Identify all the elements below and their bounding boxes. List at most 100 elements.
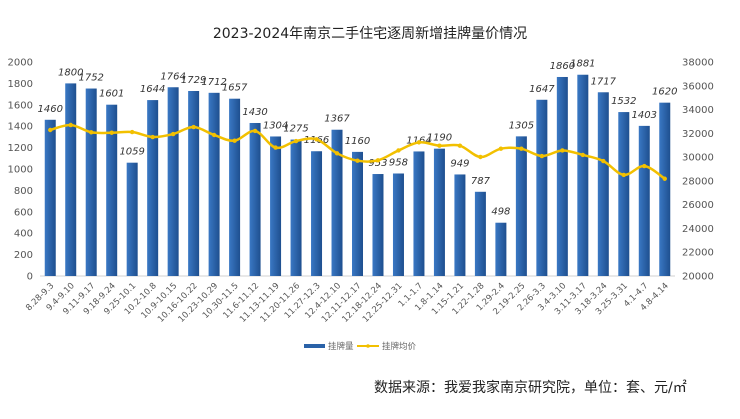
bar-data-label: 1764 [160, 71, 185, 82]
bar-data-label: 1532 [611, 96, 636, 107]
bar [208, 92, 220, 276]
bar-data-label: 1860 [550, 61, 575, 72]
bar-data-label: 1430 [242, 107, 267, 118]
price-point [375, 158, 381, 163]
bar [392, 173, 404, 276]
right-tick-label: 26000 [682, 200, 714, 211]
left-tick-label: 1200 [8, 143, 33, 154]
bar-data-label: 787 [471, 176, 491, 187]
legend: 挂牌量 挂牌均价 [304, 341, 417, 352]
bar-data-label: 1647 [529, 84, 555, 95]
bar [515, 136, 527, 276]
price-point [170, 131, 176, 137]
right-tick-label: 22000 [682, 248, 714, 259]
bar [270, 136, 282, 276]
price-point [129, 129, 135, 135]
left-tick-label: 1400 [8, 122, 33, 133]
bar-series [44, 74, 671, 277]
bar-data-label: 1304 [263, 120, 288, 131]
bar-data-label: 1190 [427, 133, 452, 144]
legend-line-label: 挂牌均价 [382, 341, 417, 352]
bar [65, 83, 77, 277]
price-point [314, 137, 319, 142]
price-point [437, 143, 442, 148]
bar [638, 125, 650, 276]
right-tick-label: 32000 [682, 129, 714, 140]
price-point [478, 154, 483, 160]
bar [188, 90, 200, 276]
bar [474, 191, 486, 276]
price-point [580, 152, 586, 158]
bar [495, 222, 507, 276]
bar-data-label: 1644 [140, 84, 165, 95]
bar [413, 151, 425, 276]
price-point [211, 132, 217, 138]
left-tick-label: 200 [14, 250, 33, 261]
left-axis: 0 200 400 600 800 1000 1200 1400 1600 1800 2000 [8, 58, 33, 283]
bar [331, 129, 343, 276]
bar [618, 112, 630, 277]
bar [249, 122, 261, 277]
price-point [89, 130, 94, 135]
price-point [416, 140, 422, 145]
left-tick-label: 2000 [8, 58, 33, 69]
price-point [150, 134, 155, 140]
bar [106, 104, 118, 277]
bar [44, 119, 56, 276]
price-point [273, 145, 278, 150]
bar-data-label: 1800 [58, 67, 83, 78]
right-tick-label: 30000 [682, 153, 714, 164]
bar-data-label: 1160 [345, 136, 370, 147]
left-tick-label: 1800 [8, 79, 33, 90]
right-tick-label: 34000 [682, 105, 714, 116]
right-tick-label: 36000 [682, 81, 714, 92]
bar [229, 98, 241, 277]
bar [311, 151, 323, 276]
bar [147, 100, 159, 276]
bar-data-label: 498 [491, 207, 510, 218]
bar [372, 174, 384, 276]
price-point [252, 128, 258, 134]
price-point [48, 127, 53, 133]
price-point [662, 176, 667, 181]
bar-data-label: 1305 [509, 120, 534, 131]
right-tick-label: 38000 [682, 58, 714, 69]
price-point [293, 138, 299, 144]
price-point [560, 148, 565, 153]
bar-data-label: 1460 [38, 104, 63, 115]
bar-data-label: 1275 [283, 124, 308, 135]
right-tick-label: 20000 [682, 272, 714, 283]
bar [126, 162, 138, 276]
right-axis: 20000 22000 24000 26000 28000 30000 32000 34000… [682, 58, 714, 283]
left-tick-label: 1600 [8, 100, 33, 111]
bar-data-label: 1712 [201, 77, 226, 88]
bar [556, 76, 568, 276]
left-tick-label: 600 [14, 207, 33, 218]
source-note: 数据来源：我爱我家南京研究院，单位：套、元/㎡ [374, 380, 687, 396]
line-series [48, 122, 667, 181]
bar-data-label: 949 [450, 158, 469, 169]
price-point [334, 151, 340, 156]
bar [167, 87, 179, 276]
price-point [232, 138, 237, 143]
bar-data-label: 953 [368, 158, 387, 169]
right-tick-label: 24000 [682, 224, 714, 235]
left-tick-label: 800 [14, 186, 33, 197]
price-point [68, 122, 73, 128]
price-point [601, 158, 606, 164]
left-tick-label: 1000 [8, 165, 33, 176]
price-point [642, 163, 647, 169]
price-point [109, 130, 114, 135]
bar-data-label: 1620 [652, 87, 677, 98]
left-tick-label: 0 [27, 272, 33, 283]
price-point [396, 148, 401, 153]
chart-title: 2023-2024年南京二手住宅逐周新增挂牌量价情况 [213, 25, 527, 42]
bar-data-label: 1059 [119, 147, 144, 158]
bar-data-label: 1881 [570, 59, 595, 70]
bar [352, 151, 363, 276]
left-tick-label: 400 [14, 229, 33, 240]
bar-data-label: 1601 [99, 89, 124, 100]
price-point [191, 124, 196, 130]
